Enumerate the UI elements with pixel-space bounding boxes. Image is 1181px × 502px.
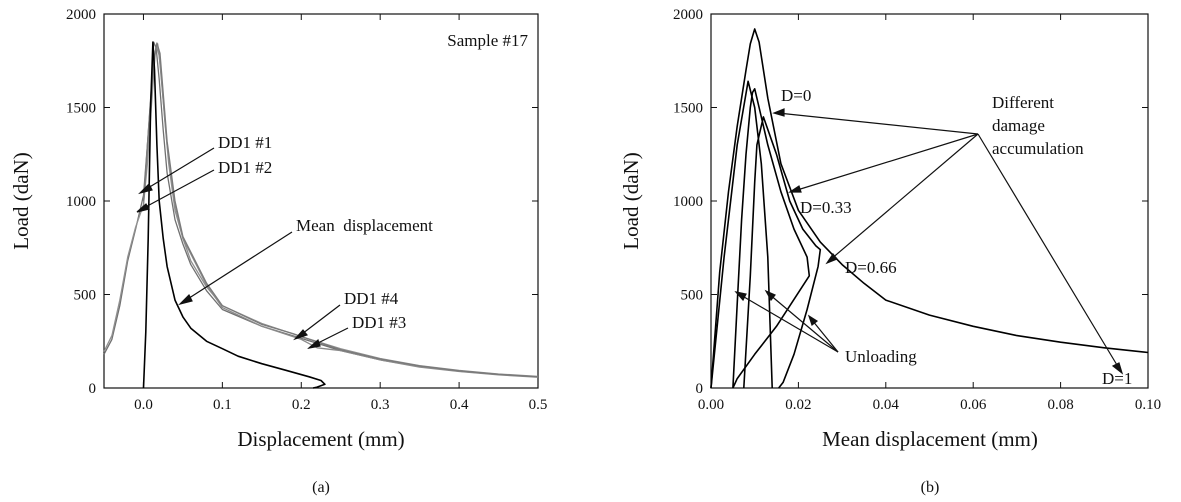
series-line-unloading-d-0-33 [732,88,811,389]
x-tick-label: 0.1 [213,397,232,413]
annotation-different-damage: Different damage accumulation [992,93,1084,158]
panel-a-annotation-arrows [136,147,349,349]
panel-a-sample-label: Sample #17 [447,31,528,50]
arrow-unloading-2 [768,293,839,353]
y-tick-label: 1500 [673,101,703,117]
arrow-unloading-2-head [764,289,776,302]
panel-b-plot-frame [710,13,1149,389]
y-tick-label: 1000 [66,194,96,210]
arrow-dd1-1 [142,147,215,192]
panel-a-y-ticks: 0 500 1000 1500 2000 [66,7,538,397]
panel-a-x-ticks: 0.0 0.1 0.2 0.3 0.4 0.5 [134,14,547,413]
series-line-dd1-3 [142,45,539,378]
x-tick-label: 0.08 [1047,397,1073,413]
arrow-dd1-2 [139,169,215,211]
y-tick-label: 0 [696,381,704,397]
y-tick-label: 2000 [66,7,96,23]
arrow-unloading-3-head [807,314,819,327]
annotation-dd1-3: DD1 #3 [352,313,406,332]
panel-a-y-axis-title: Load (daN) [9,152,33,249]
caption-a: (a) [312,479,330,496]
x-tick-label: 0.2 [292,397,311,413]
y-tick-label: 0 [89,381,97,397]
series-line-dd1-4 [142,42,539,378]
series-line-unloading-d-1 [710,80,773,389]
y-tick-label: 1500 [66,101,96,117]
arrow-dd1-2-head [136,203,150,213]
arrow-mean-displacement [182,231,293,303]
series-line-unloading-d-0-66 [743,116,822,389]
panel-a-series [103,41,539,389]
annotation-dd1-2: DD1 #2 [218,158,272,177]
x-tick-label: 0.02 [785,397,811,413]
y-tick-label: 500 [681,288,704,304]
x-tick-label: 0.3 [371,397,390,413]
panel-a-x-axis-title: Displacement (mm) [237,427,404,451]
arrow-to-d1 [977,133,1121,371]
arrow-to-d033-head [788,185,802,193]
arrow-unloading-3 [811,319,839,353]
panel-a-plot-frame [103,13,539,389]
x-tick-label: 0.06 [960,397,987,413]
x-tick-label: 0.10 [1135,397,1161,413]
series-line-dd1-1 [103,41,539,378]
annotation-unloading: Unloading [845,347,917,366]
arrow-mean-displacement-head [178,293,193,306]
arrow-to-d066-head [825,252,838,265]
arrow-to-d1-head [1111,362,1124,375]
y-tick-label: 1000 [673,194,703,210]
x-tick-label: 0.5 [529,397,548,413]
annotation-different-damage-line2: damage [992,116,1045,135]
panel-b-series [710,28,1149,389]
panel-b: 0.00 0.02 0.04 0.06 0.08 0.10 0 500 1000 1500 200… [619,7,1161,496]
x-tick-label: 0.00 [698,397,724,413]
series-line-mean-displacement [142,41,326,389]
panel-b-x-axis-title: Mean displacement (mm) [822,427,1038,451]
annotation-dd1-1: DD1 #1 [218,133,272,152]
annotation-d033: D=0.33 [800,198,852,217]
panel-a: 0.0 0.1 0.2 0.3 0.4 0.5 0 500 1000 1500 2000 Disp… [9,7,547,496]
annotation-different-damage-line1: Different [992,93,1054,112]
annotation-d066: D=0.66 [845,258,897,277]
panel-b-x-ticks: 0.00 0.02 0.04 0.06 0.08 0.10 [698,14,1161,413]
series-line-dd1-2 [103,43,539,378]
panel-b-y-axis-title: Load (daN) [619,152,643,249]
arrow-to-d033 [793,133,979,192]
arrow-dd1-4-head [293,329,309,341]
arrow-unloading-1 [738,293,839,353]
caption-b: (b) [921,479,940,496]
x-tick-label: 0.4 [450,397,469,413]
annotation-d1: D=1 [1102,369,1132,388]
arrow-to-d066 [829,133,979,261]
arrow-dd1-1-head [138,182,153,195]
annotation-dd1-4: DD1 #4 [344,289,399,308]
x-tick-label: 0.04 [873,397,900,413]
x-tick-label: 0.0 [134,397,153,413]
arrow-to-d0 [777,112,979,135]
arrow-unloading-1-head [734,291,747,302]
series-line-d-0 [710,28,1149,389]
annotation-different-damage-line3: accumulation [992,139,1084,158]
panel-b-y-ticks: 0 500 1000 1500 2000 [673,7,1148,397]
panel-b-annotation-arrows [734,108,1124,375]
annotation-d0: D=0 [781,86,811,105]
arrow-to-d0-head [772,108,785,117]
annotation-mean-displacement: Mean displacement [296,216,433,235]
y-tick-label: 500 [74,288,97,304]
y-tick-label: 2000 [673,7,703,23]
arrow-dd1-3-head [307,338,321,349]
